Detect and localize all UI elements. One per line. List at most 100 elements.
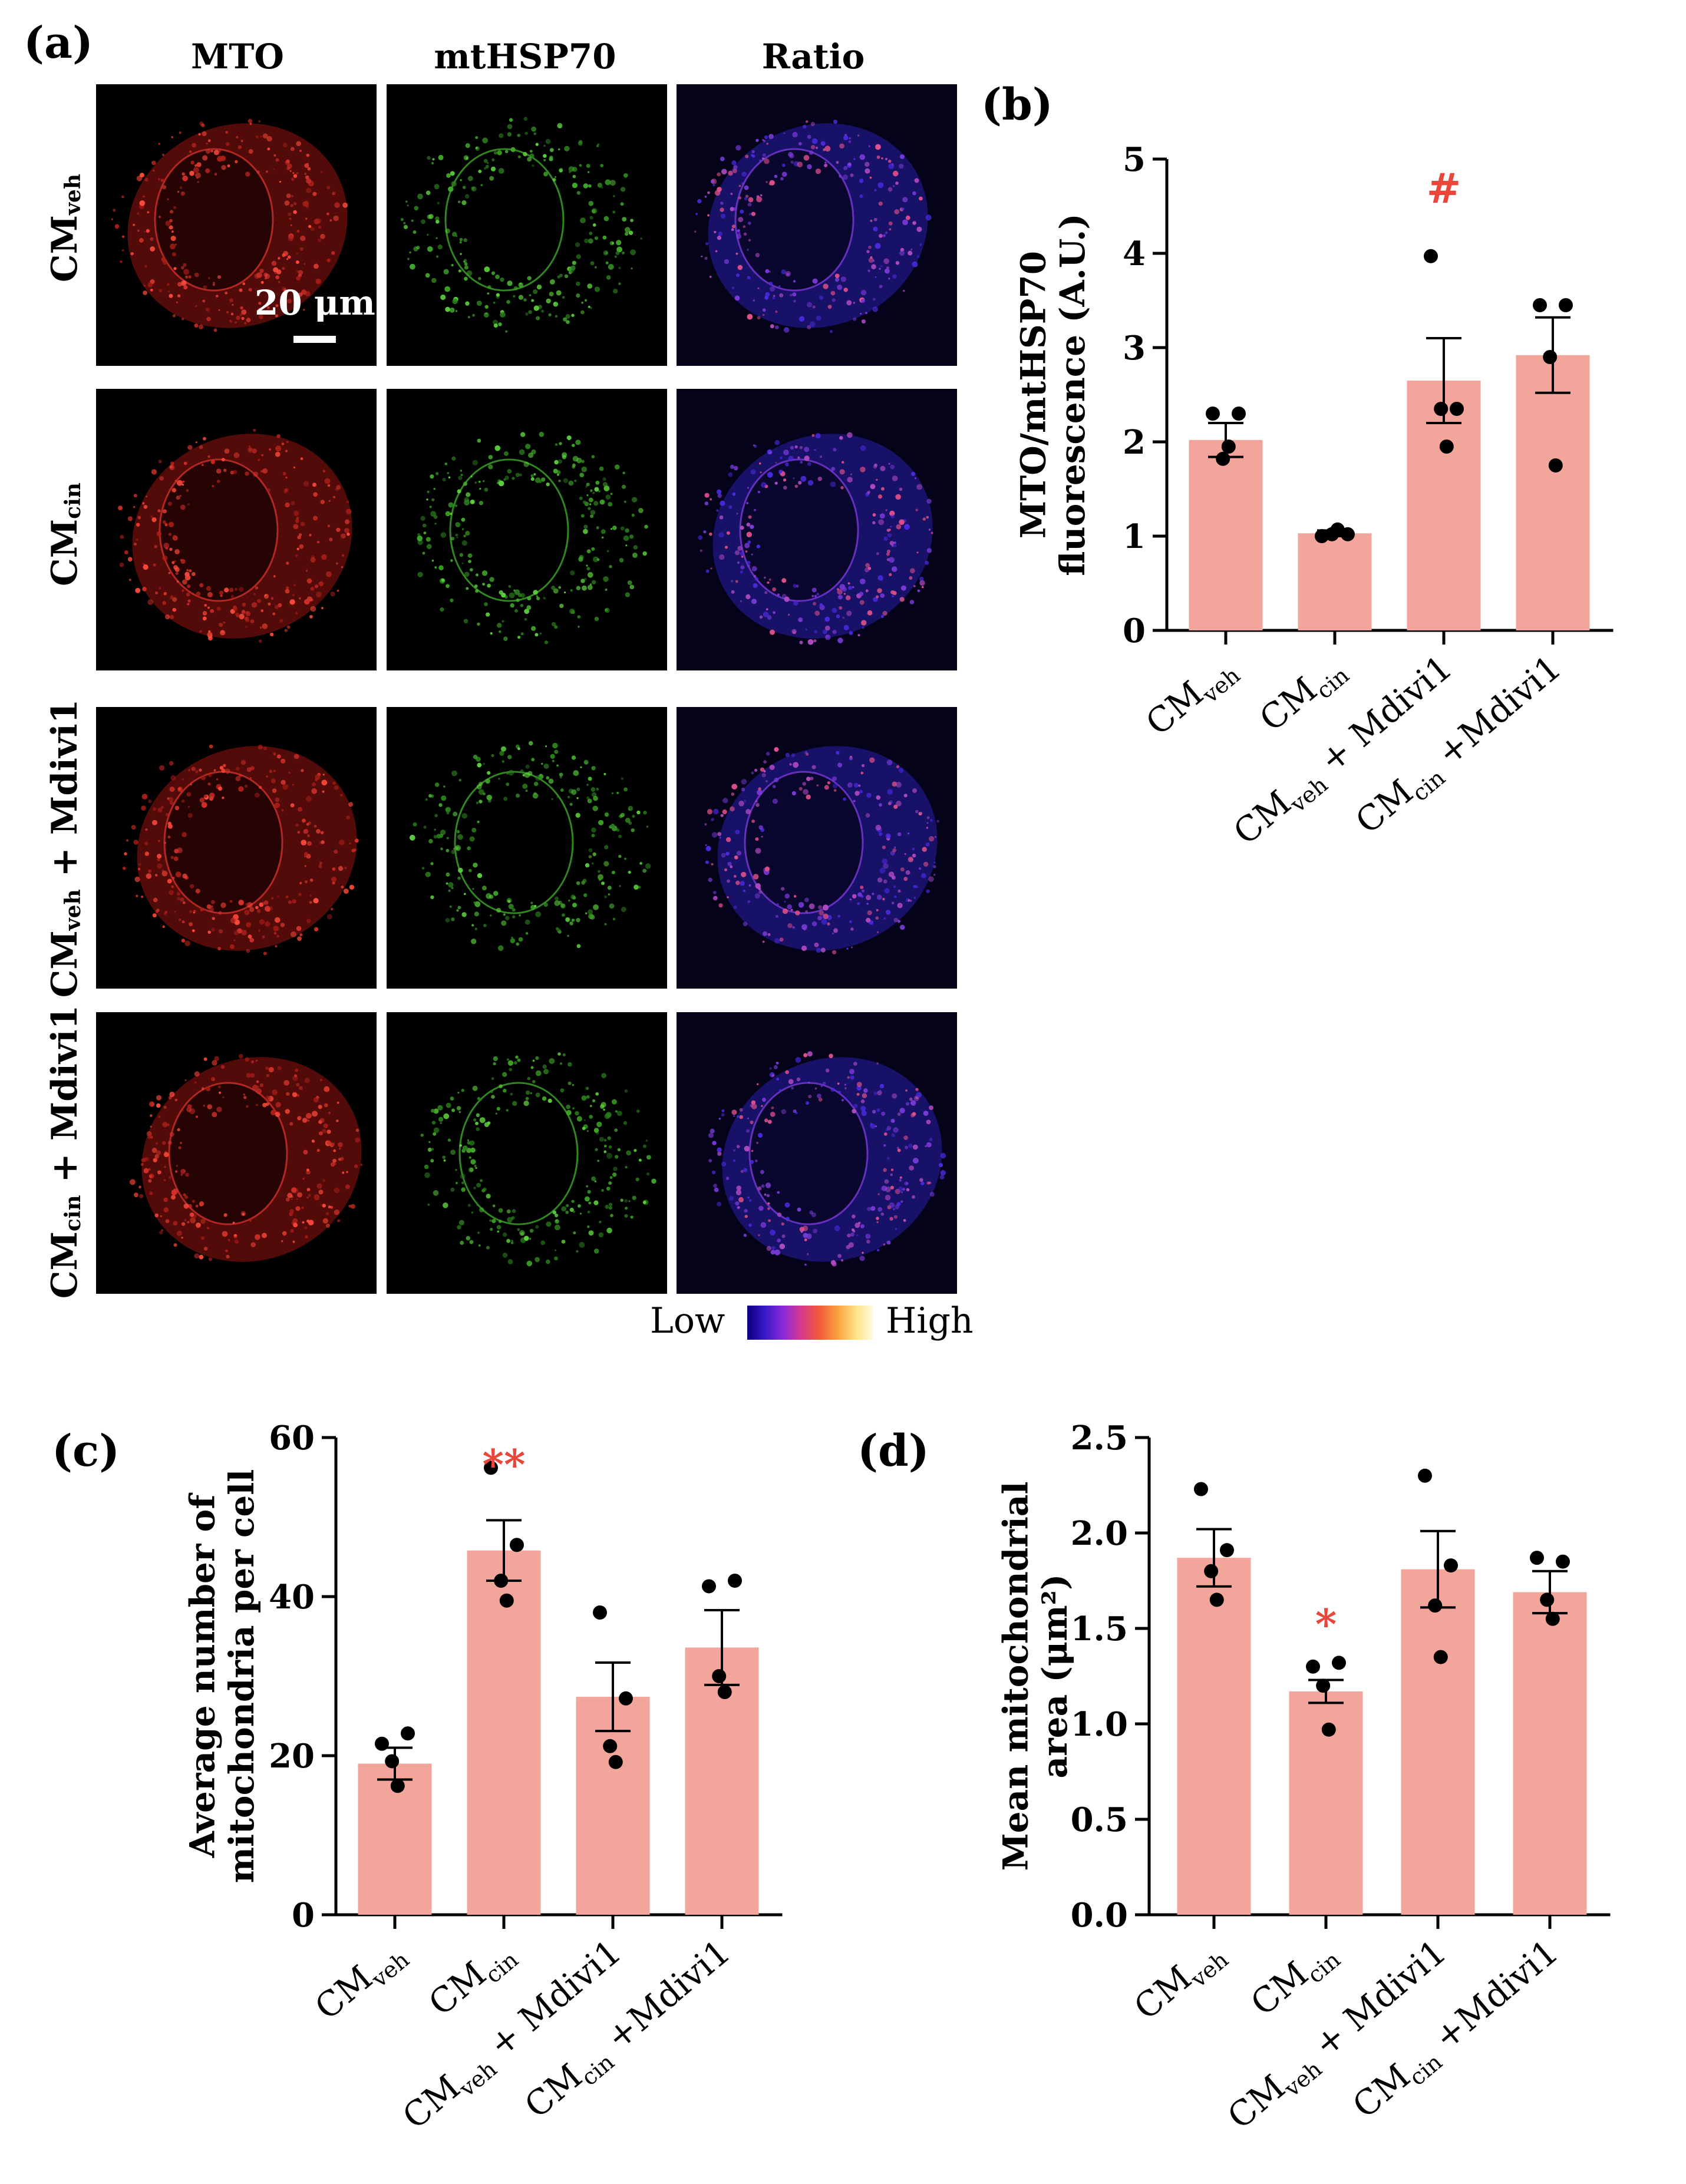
data-point (375, 1736, 389, 1751)
bar (1513, 1592, 1587, 1915)
bar (576, 1697, 650, 1915)
micrograph-mthsp70-row3 (387, 707, 667, 989)
data-point (1548, 458, 1563, 473)
micrograph-mto-row3 (96, 707, 377, 989)
y-tick-label: 0 (292, 1896, 315, 1935)
scale-bar-label: 20 μm (255, 283, 375, 323)
data-point (1428, 1598, 1443, 1613)
data-point (484, 1461, 498, 1475)
y-tick-label: 0.5 (1071, 1800, 1128, 1839)
x-category-label: CMcin +Mdivi1 (1348, 647, 1572, 846)
panel-a-letter: (a) (24, 18, 93, 68)
data-point (1434, 402, 1449, 416)
data-point (1424, 249, 1438, 263)
colorbar-low-label: Low (650, 1300, 725, 1342)
row-label-2: CMcin (44, 483, 85, 586)
data-point (494, 1574, 509, 1588)
micrograph-ratio-row4 (677, 1012, 957, 1294)
data-point (390, 1779, 405, 1793)
y-tick-label: 60 (269, 1419, 315, 1458)
bar (1516, 355, 1590, 630)
data-point (1433, 1650, 1448, 1664)
data-point (717, 1685, 732, 1699)
data-point (1418, 1468, 1432, 1483)
y-tick-label: 5 (1123, 140, 1146, 179)
data-point (1321, 1722, 1336, 1737)
data-point (1559, 298, 1573, 312)
data-point (1221, 440, 1236, 454)
x-category-label: CMcin +Mdivi1 (517, 1932, 741, 2130)
y-tick-label: 0.0 (1071, 1896, 1128, 1935)
significance-annotation: * (1315, 1600, 1337, 1648)
data-point (1194, 1482, 1208, 1496)
column-title-mthsp70: mtHSP70 (434, 37, 616, 77)
x-category-label: CMveh (307, 1932, 414, 2032)
data-point (712, 1669, 727, 1683)
data-point (510, 1538, 524, 1552)
data-point (728, 1574, 742, 1588)
bar (467, 1550, 541, 1915)
micrograph-ratio-row2 (677, 389, 957, 670)
column-title-ratio: Ratio (761, 37, 865, 77)
panel-d-letter: (d) (857, 1426, 929, 1476)
y-tick-label: 2.5 (1071, 1419, 1128, 1458)
data-point (1439, 440, 1454, 454)
data-point (1332, 1656, 1346, 1670)
y-tick-label: 0 (1123, 612, 1146, 650)
y-axis-label: Average number ofmitochondria per cell (182, 1469, 262, 1884)
data-point (608, 1755, 623, 1769)
column-title-mto: MTO (191, 37, 284, 77)
data-point (1316, 1679, 1331, 1693)
data-point (1220, 1543, 1234, 1558)
bar (1189, 440, 1263, 630)
data-point (603, 1739, 618, 1753)
significance-annotation: # (1427, 164, 1461, 213)
chart-b: 0 1 2 3 4 5 MTO/mtHSP70fluorescence (A.U.) CMve… (1013, 140, 1614, 853)
y-tick-label: 1 (1123, 517, 1146, 556)
data-point (1216, 451, 1230, 466)
data-point (1545, 1611, 1560, 1626)
data-point (385, 1754, 400, 1769)
y-tick-label: 1.0 (1071, 1705, 1128, 1744)
data-point (1330, 522, 1345, 537)
colorbar (747, 1306, 873, 1340)
y-tick-label: 40 (269, 1578, 315, 1617)
scale-bar (293, 336, 336, 343)
y-tick-label: 3 (1123, 329, 1146, 368)
micrograph-ratio-row3 (677, 707, 957, 989)
micrograph-mto-row1 (96, 84, 377, 366)
panel-b-letter: (b) (981, 80, 1053, 130)
data-point (619, 1691, 633, 1706)
data-point (1444, 1558, 1458, 1573)
panel-c-letter: (c) (52, 1426, 120, 1476)
y-tick-label: 1.5 (1071, 1610, 1128, 1648)
data-point (1206, 407, 1220, 421)
data-point (401, 1726, 415, 1741)
micrograph-mthsp70-row4 (387, 1012, 667, 1294)
micrograph-mthsp70-row1 (387, 84, 667, 366)
data-point (1450, 402, 1464, 416)
bar (1298, 533, 1372, 630)
data-point (702, 1579, 716, 1594)
data-point (593, 1605, 607, 1620)
significance-annotation: ** (482, 1440, 525, 1489)
micrograph-ratio-row1 (677, 84, 957, 366)
x-category-label: CMveh (1138, 647, 1245, 748)
data-point (1540, 1592, 1555, 1607)
bar (1177, 1558, 1251, 1915)
y-axis-label: MTO/mtHSP70fluorescence (A.U.) (1013, 213, 1093, 576)
data-point (499, 1593, 514, 1608)
y-tick-label: 4 (1123, 234, 1146, 273)
data-point (1306, 1659, 1320, 1674)
bar (1401, 1569, 1475, 1915)
y-tick-label: 2 (1123, 423, 1146, 462)
data-point (1232, 407, 1246, 421)
x-category-label: CMcin +Mdivi1 (1345, 1932, 1569, 2130)
micrograph-mthsp70-row2 (387, 389, 667, 670)
data-point (1204, 1564, 1219, 1578)
data-point (1530, 1551, 1544, 1565)
data-point (1209, 1592, 1224, 1607)
y-tick-label: 20 (269, 1737, 315, 1776)
data-point (1533, 298, 1547, 312)
